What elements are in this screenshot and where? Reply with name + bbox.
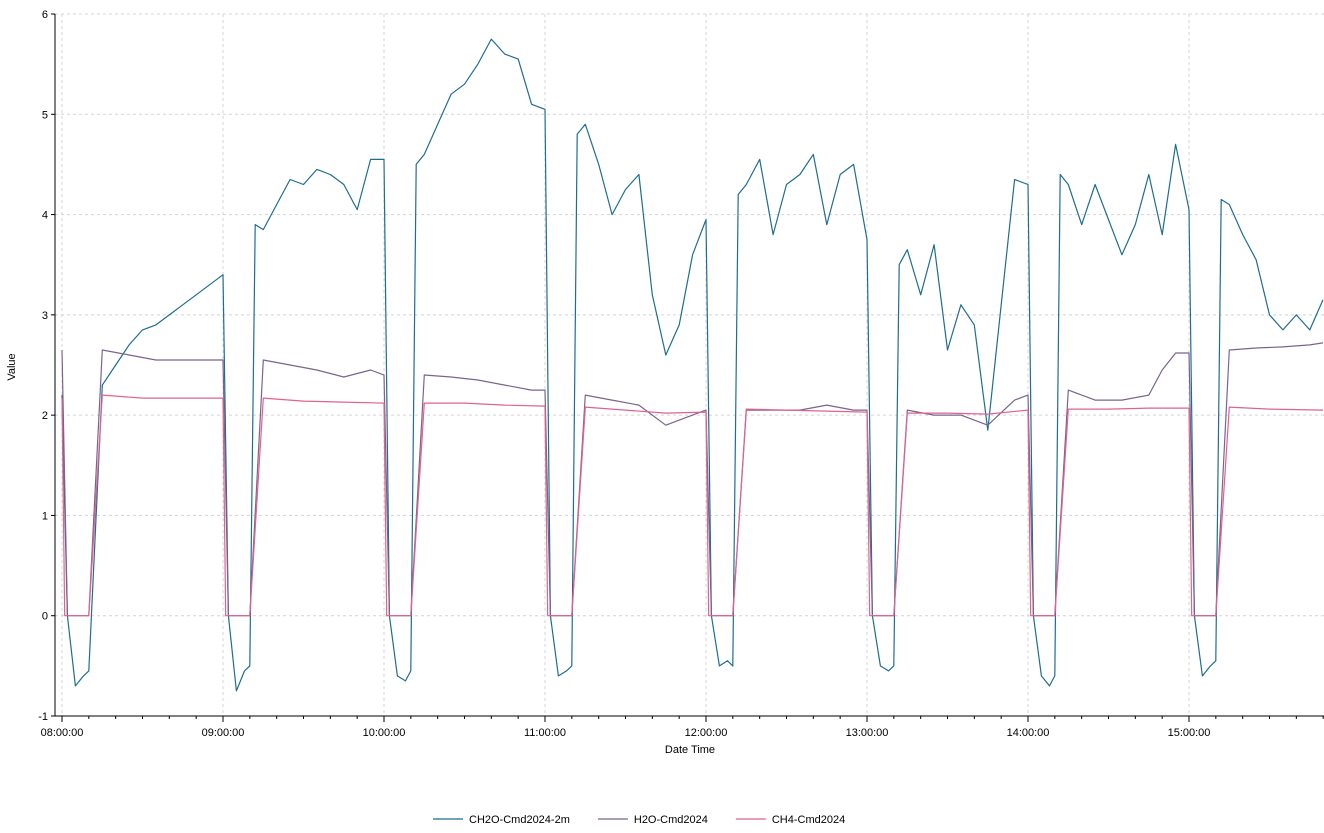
y-tick-label: 2: [42, 410, 48, 422]
y-tick-label: 1: [42, 510, 48, 522]
x-tick-label: 09:00:00: [202, 727, 245, 739]
legend-label: CH4-Cmd2024: [772, 814, 845, 826]
y-tick-label: 6: [42, 9, 48, 21]
y-tick-label: 0: [42, 611, 48, 623]
series-line: [61, 38, 1324, 692]
y-tick-label: 4: [42, 210, 48, 222]
series-line: [61, 394, 1324, 617]
x-tick-label: 08:00:00: [41, 727, 84, 739]
series-lines: [61, 38, 1324, 692]
gridlines: [55, 13, 1324, 716]
x-tick-label: 15:00:00: [1168, 727, 1211, 739]
x-tick-label: 14:00:00: [1007, 727, 1050, 739]
legend: CH2O-Cmd2024-2m H2O-Cmd2024 CH4-Cmd2024: [433, 814, 845, 826]
legend-label: H2O-Cmd2024: [634, 814, 708, 826]
legend-label: CH2O-Cmd2024-2m: [469, 814, 570, 826]
x-tick-label: 13:00:00: [846, 727, 889, 739]
y-tick-label: 3: [42, 310, 48, 322]
x-tick-label: 11:00:00: [524, 727, 566, 739]
x-axis-label: Date Time: [665, 744, 715, 756]
y-axis-label: Value: [6, 353, 18, 380]
y-tick-label: -1: [38, 711, 48, 723]
y-tick-label: 5: [42, 109, 48, 121]
x-tick-label: 12:00:00: [685, 727, 728, 739]
axes: -1 0 1 2 3 4 5 6 08:00:00 09:00:00 10:00:00 11:00:0…: [38, 9, 1324, 739]
x-tick-label: 10:00:00: [363, 727, 406, 739]
